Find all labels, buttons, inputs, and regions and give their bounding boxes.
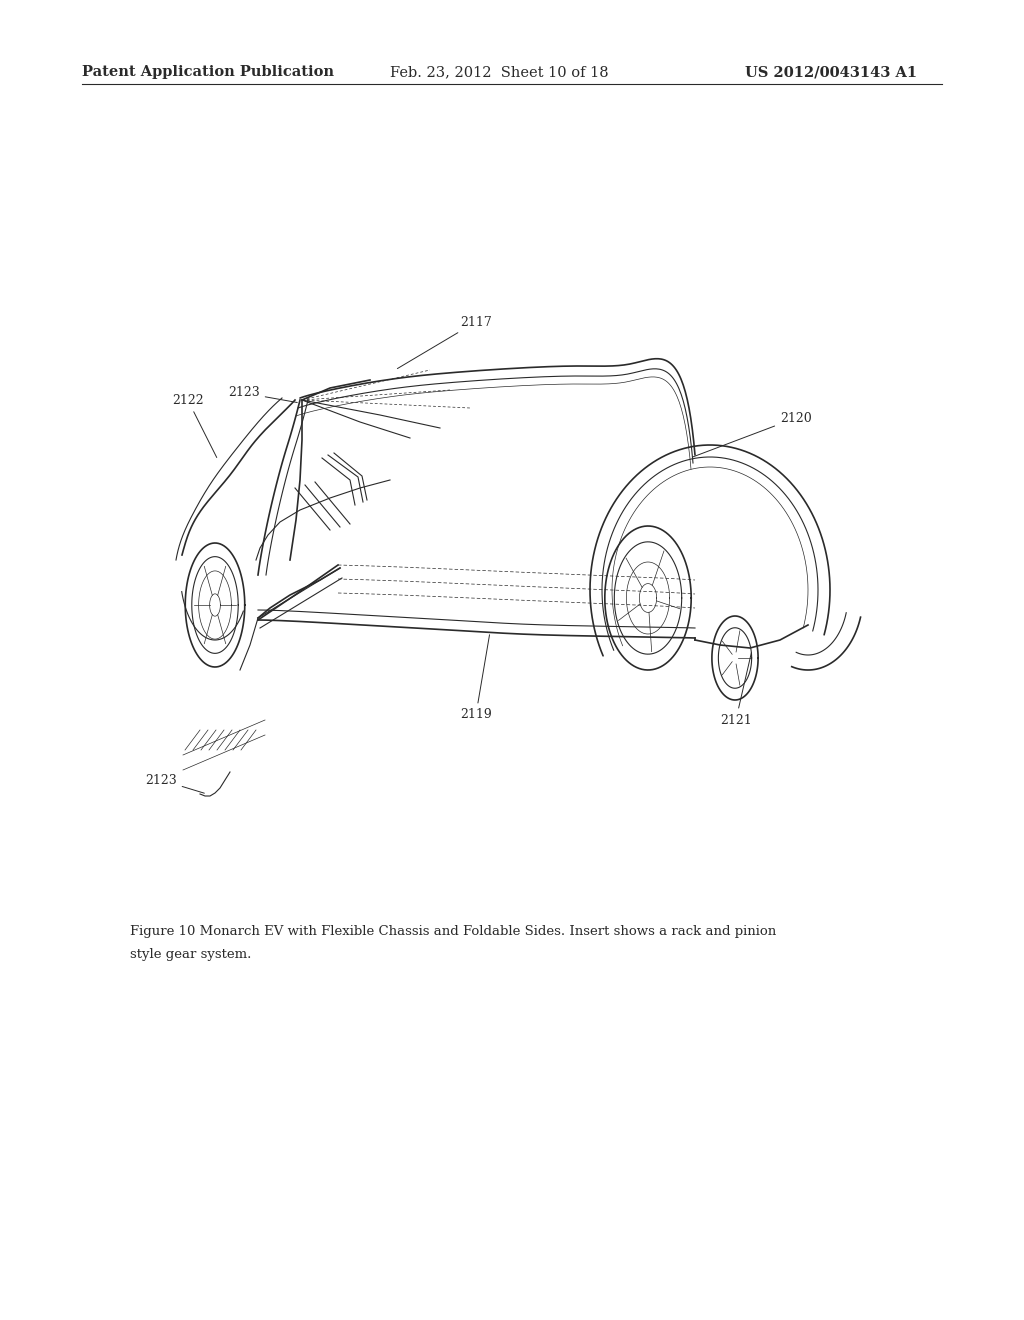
Text: Patent Application Publication: Patent Application Publication (82, 65, 334, 79)
Text: 2121: 2121 (720, 652, 752, 726)
Text: 2123: 2123 (145, 774, 205, 793)
Text: 2117: 2117 (397, 315, 492, 368)
Text: 2122: 2122 (172, 393, 217, 458)
Text: Feb. 23, 2012  Sheet 10 of 18: Feb. 23, 2012 Sheet 10 of 18 (390, 65, 608, 79)
Text: US 2012/0043143 A1: US 2012/0043143 A1 (745, 65, 918, 79)
Text: Figure 10 Monarch EV with Flexible Chassis and Foldable Sides. Insert shows a ra: Figure 10 Monarch EV with Flexible Chass… (130, 925, 776, 939)
Text: 2119: 2119 (460, 635, 492, 722)
Text: style gear system.: style gear system. (130, 948, 251, 961)
Text: 2123: 2123 (228, 387, 297, 403)
Text: 2120: 2120 (692, 412, 812, 457)
